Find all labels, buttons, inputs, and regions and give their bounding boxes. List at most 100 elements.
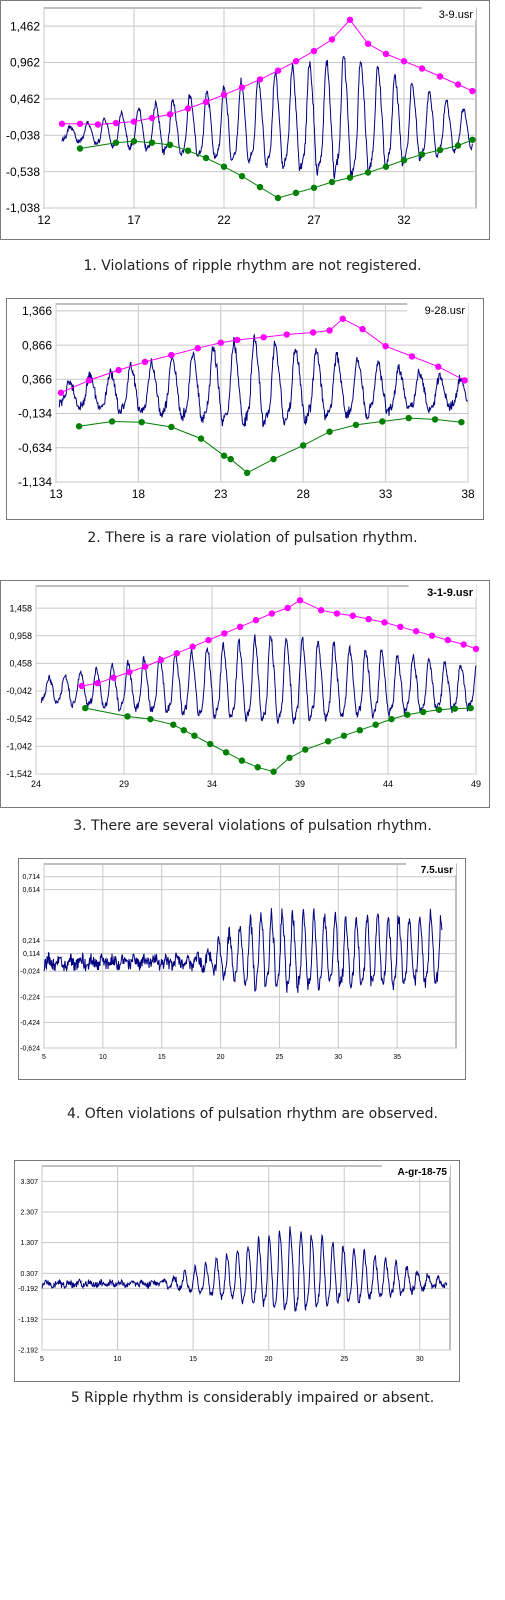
caption-1: 1. Violations of ripple rhythm are not r… bbox=[83, 258, 422, 274]
y-tick-label: 1.307 bbox=[20, 1240, 38, 1247]
lower-envelope-line bbox=[79, 139, 473, 199]
y-tick-label: 0,958 bbox=[9, 631, 32, 641]
lower-envelope-point bbox=[124, 713, 131, 720]
upper-envelope-point bbox=[85, 377, 93, 384]
x-tick-label: 20 bbox=[265, 1356, 273, 1363]
y-tick-label: -1,134 bbox=[18, 475, 52, 489]
lower-envelope-point bbox=[420, 708, 427, 716]
x-tick-label: 28 bbox=[297, 487, 311, 501]
caption-4: 4. Often violations of pulsation rhythm … bbox=[67, 1106, 438, 1122]
lower-envelope-point bbox=[340, 732, 348, 739]
upper-envelope-point bbox=[189, 643, 196, 650]
upper-envelope-point bbox=[326, 327, 333, 334]
lower-envelope-point bbox=[346, 174, 354, 181]
upper-envelope-point bbox=[412, 628, 420, 635]
x-tick-label: 30 bbox=[334, 1054, 342, 1061]
upper-envelope-point bbox=[283, 331, 290, 338]
upper-envelope-point bbox=[110, 674, 117, 681]
y-tick-label: -0,024 bbox=[20, 969, 40, 976]
x-tick-label: 29 bbox=[119, 779, 129, 789]
lower-envelope-point bbox=[379, 418, 386, 425]
upper-envelope-point bbox=[220, 91, 228, 98]
x-tick-label: 10 bbox=[114, 1356, 122, 1363]
upper-envelope-point bbox=[236, 623, 244, 631]
upper-envelope-point bbox=[205, 636, 212, 644]
upper-envelope-point bbox=[469, 87, 476, 95]
upper-envelope-point bbox=[346, 16, 354, 23]
chart-panel-1: 12 17 22 27 32 1,462 0,962 0,462 -0,038 -0,538 -1,… bbox=[0, 0, 490, 240]
x-tick-label: 15 bbox=[158, 1054, 166, 1061]
y-tick-label: -0,538 bbox=[6, 165, 40, 179]
x-tick-label: 18 bbox=[132, 487, 146, 501]
lower-envelope-point bbox=[197, 435, 205, 442]
lower-envelope-point bbox=[328, 178, 336, 186]
lower-envelope-point bbox=[469, 136, 476, 143]
y-tick-label: 3.307 bbox=[20, 1179, 38, 1186]
upper-envelope-point bbox=[317, 607, 325, 614]
caption-2: 2. There is a rare violation of pulsatio… bbox=[87, 530, 418, 546]
x-tick-label: 5 bbox=[40, 1356, 44, 1363]
upper-envelope-point bbox=[436, 73, 444, 80]
upper-envelope-point bbox=[364, 40, 372, 47]
upper-envelope-point bbox=[173, 650, 180, 657]
lower-envelope-point bbox=[75, 423, 83, 430]
lower-envelope-point bbox=[274, 194, 282, 202]
chart-5: 5 10 15 20 25 30 3.307 2.307 1.307 0.307 -0.192 -1.… bbox=[14, 1160, 460, 1382]
chart-4: 5 10 15 20 25 30 35 0,714 0,614 0,214 0,114 -0,024 -… bbox=[18, 858, 466, 1080]
x-tick-label: 10 bbox=[99, 1054, 107, 1061]
x-tick-label: 12 bbox=[37, 213, 51, 227]
lower-envelope-point bbox=[180, 727, 188, 734]
lower-envelope-point bbox=[372, 721, 379, 728]
signal-trace bbox=[58, 333, 469, 428]
x-tick-label: 5 bbox=[42, 1054, 46, 1061]
y-tick-label: 0,114 bbox=[23, 951, 40, 958]
y-tick-label: 0,866 bbox=[22, 338, 52, 352]
upper-envelope-point bbox=[333, 610, 341, 617]
lower-envelope-point bbox=[382, 163, 390, 170]
upper-envelope-point bbox=[274, 67, 282, 74]
lower-envelope-point bbox=[138, 418, 145, 426]
upper-envelope-point bbox=[76, 120, 84, 127]
lower-envelope-point bbox=[458, 418, 465, 426]
upper-envelope-point bbox=[296, 597, 304, 604]
x-tick-label: 25 bbox=[276, 1054, 284, 1061]
lower-envelope-point bbox=[82, 704, 89, 712]
file-tag-bg bbox=[421, 5, 476, 20]
x-tick-label: 22 bbox=[217, 213, 231, 227]
lower-envelope-point bbox=[286, 754, 293, 762]
upper-envelope-point bbox=[444, 636, 452, 644]
lower-envelope-point bbox=[310, 184, 318, 191]
upper-envelope-point bbox=[310, 47, 318, 55]
signal-trace bbox=[40, 634, 477, 725]
lower-envelope-point bbox=[227, 455, 234, 463]
y-tick-label: 1,462 bbox=[10, 19, 40, 33]
y-tick-label: -1.192 bbox=[18, 1317, 38, 1324]
upper-envelope-line bbox=[60, 318, 465, 394]
chart-panel-2: 13 18 23 28 33 38 1,366 0,866 0,366 -0,134 -0,634 -… bbox=[6, 298, 484, 520]
upper-envelope-point bbox=[141, 663, 149, 670]
lower-envelope-point bbox=[270, 768, 277, 775]
upper-envelope-point bbox=[112, 119, 120, 127]
lower-envelope-point bbox=[388, 715, 395, 723]
caption-5: 5 Ripple rhythm is considerably impaired… bbox=[70, 1390, 435, 1406]
y-tick-label: 1,366 bbox=[22, 304, 52, 318]
y-tick-label: -0,634 bbox=[18, 441, 52, 455]
upper-envelope-point bbox=[435, 363, 442, 370]
upper-envelope-point bbox=[130, 118, 138, 125]
chart-3: 24 29 34 39 44 49 1,458 0,958 0,458 -0,042 -0,542 -… bbox=[0, 580, 490, 808]
upper-envelope-point bbox=[268, 610, 276, 617]
signal-trace bbox=[43, 908, 443, 993]
x-tick-label: 49 bbox=[471, 779, 481, 789]
y-tick-label: 0,214 bbox=[22, 938, 40, 945]
upper-envelope-point bbox=[309, 329, 317, 336]
y-tick-label: -0.192 bbox=[18, 1286, 38, 1293]
lower-envelope-line bbox=[79, 417, 462, 474]
upper-envelope-point bbox=[428, 632, 436, 639]
lower-envelope-point bbox=[436, 146, 444, 154]
lower-envelope-point bbox=[364, 169, 372, 176]
lower-envelope-point bbox=[451, 705, 459, 712]
lower-envelope-point bbox=[254, 764, 261, 771]
lower-envelope-point bbox=[405, 414, 412, 422]
y-tick-label: -1,542 bbox=[6, 769, 32, 779]
lower-envelope-point bbox=[148, 139, 156, 146]
